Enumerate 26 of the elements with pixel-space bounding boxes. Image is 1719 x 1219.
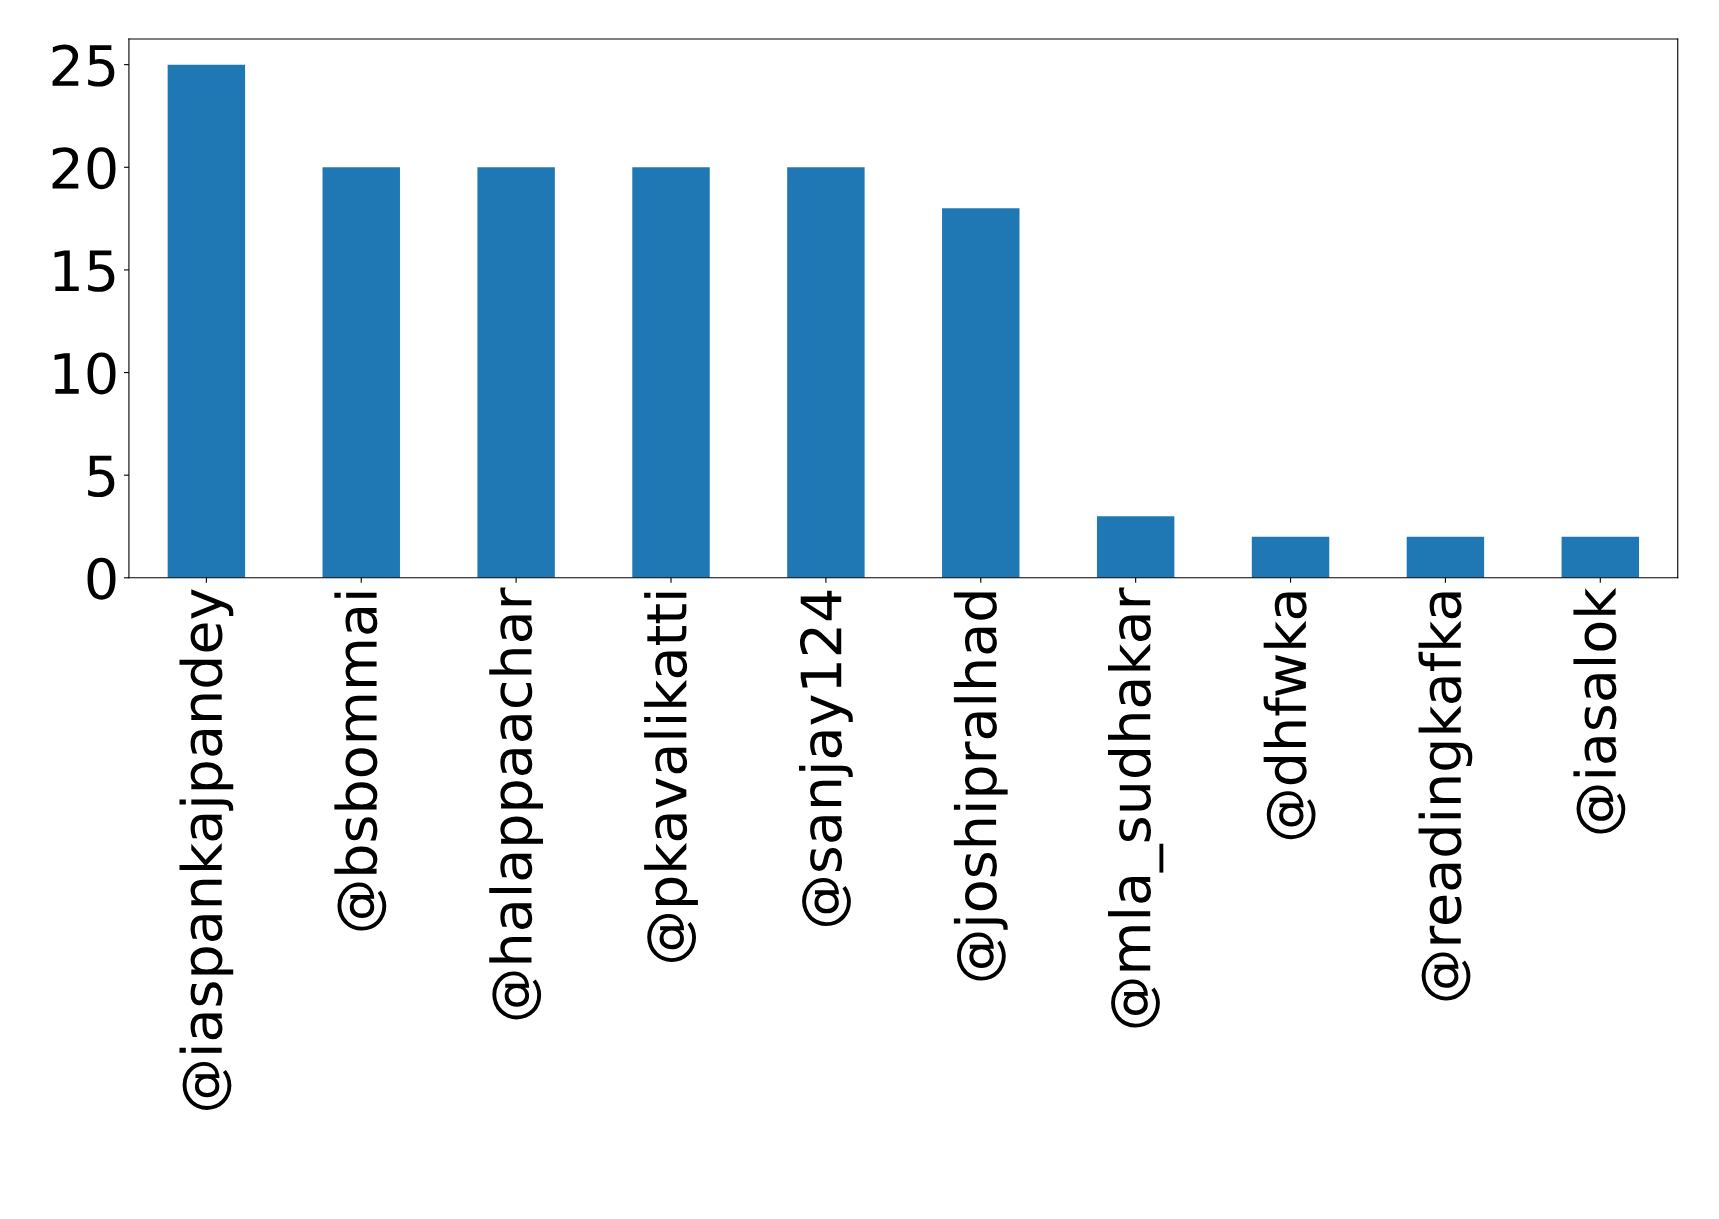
y-tick-label: 10 bbox=[54, 352, 116, 395]
y-tick-label: 20 bbox=[52, 147, 116, 190]
x-tick-label: @iasalok bbox=[1573, 587, 1626, 834]
bar bbox=[1251, 536, 1330, 578]
bar bbox=[632, 167, 710, 578]
x-tick-label: @halappaachar bbox=[489, 587, 544, 1020]
x-tick-label: @joshipralhad bbox=[953, 592, 1008, 981]
y-tick-label: 5 bbox=[88, 455, 115, 498]
bar bbox=[167, 64, 246, 578]
y-tick-label: 15 bbox=[54, 250, 115, 292]
x-tick-label: @mla_sudhakar bbox=[1108, 587, 1164, 1028]
x-tick-label: @iaspankajpandey bbox=[179, 589, 234, 1110]
y-tick-label: 0 bbox=[87, 557, 116, 600]
x-tick-label: @readingkafka bbox=[1418, 592, 1473, 1001]
bar bbox=[1096, 516, 1175, 578]
bar bbox=[1561, 536, 1640, 578]
x-tick-label: @bsbommai bbox=[334, 592, 387, 931]
bar bbox=[1406, 536, 1485, 578]
bar bbox=[942, 208, 1020, 578]
y-tick-label: 25 bbox=[52, 44, 115, 87]
x-tick-label: @sanjay124 bbox=[799, 590, 853, 927]
bar bbox=[477, 167, 555, 578]
x-tick-label: @pkavalikatti bbox=[644, 592, 698, 962]
x-tick-label: @dhfwka bbox=[1263, 592, 1316, 840]
bar bbox=[787, 167, 865, 578]
bar bbox=[322, 167, 400, 578]
